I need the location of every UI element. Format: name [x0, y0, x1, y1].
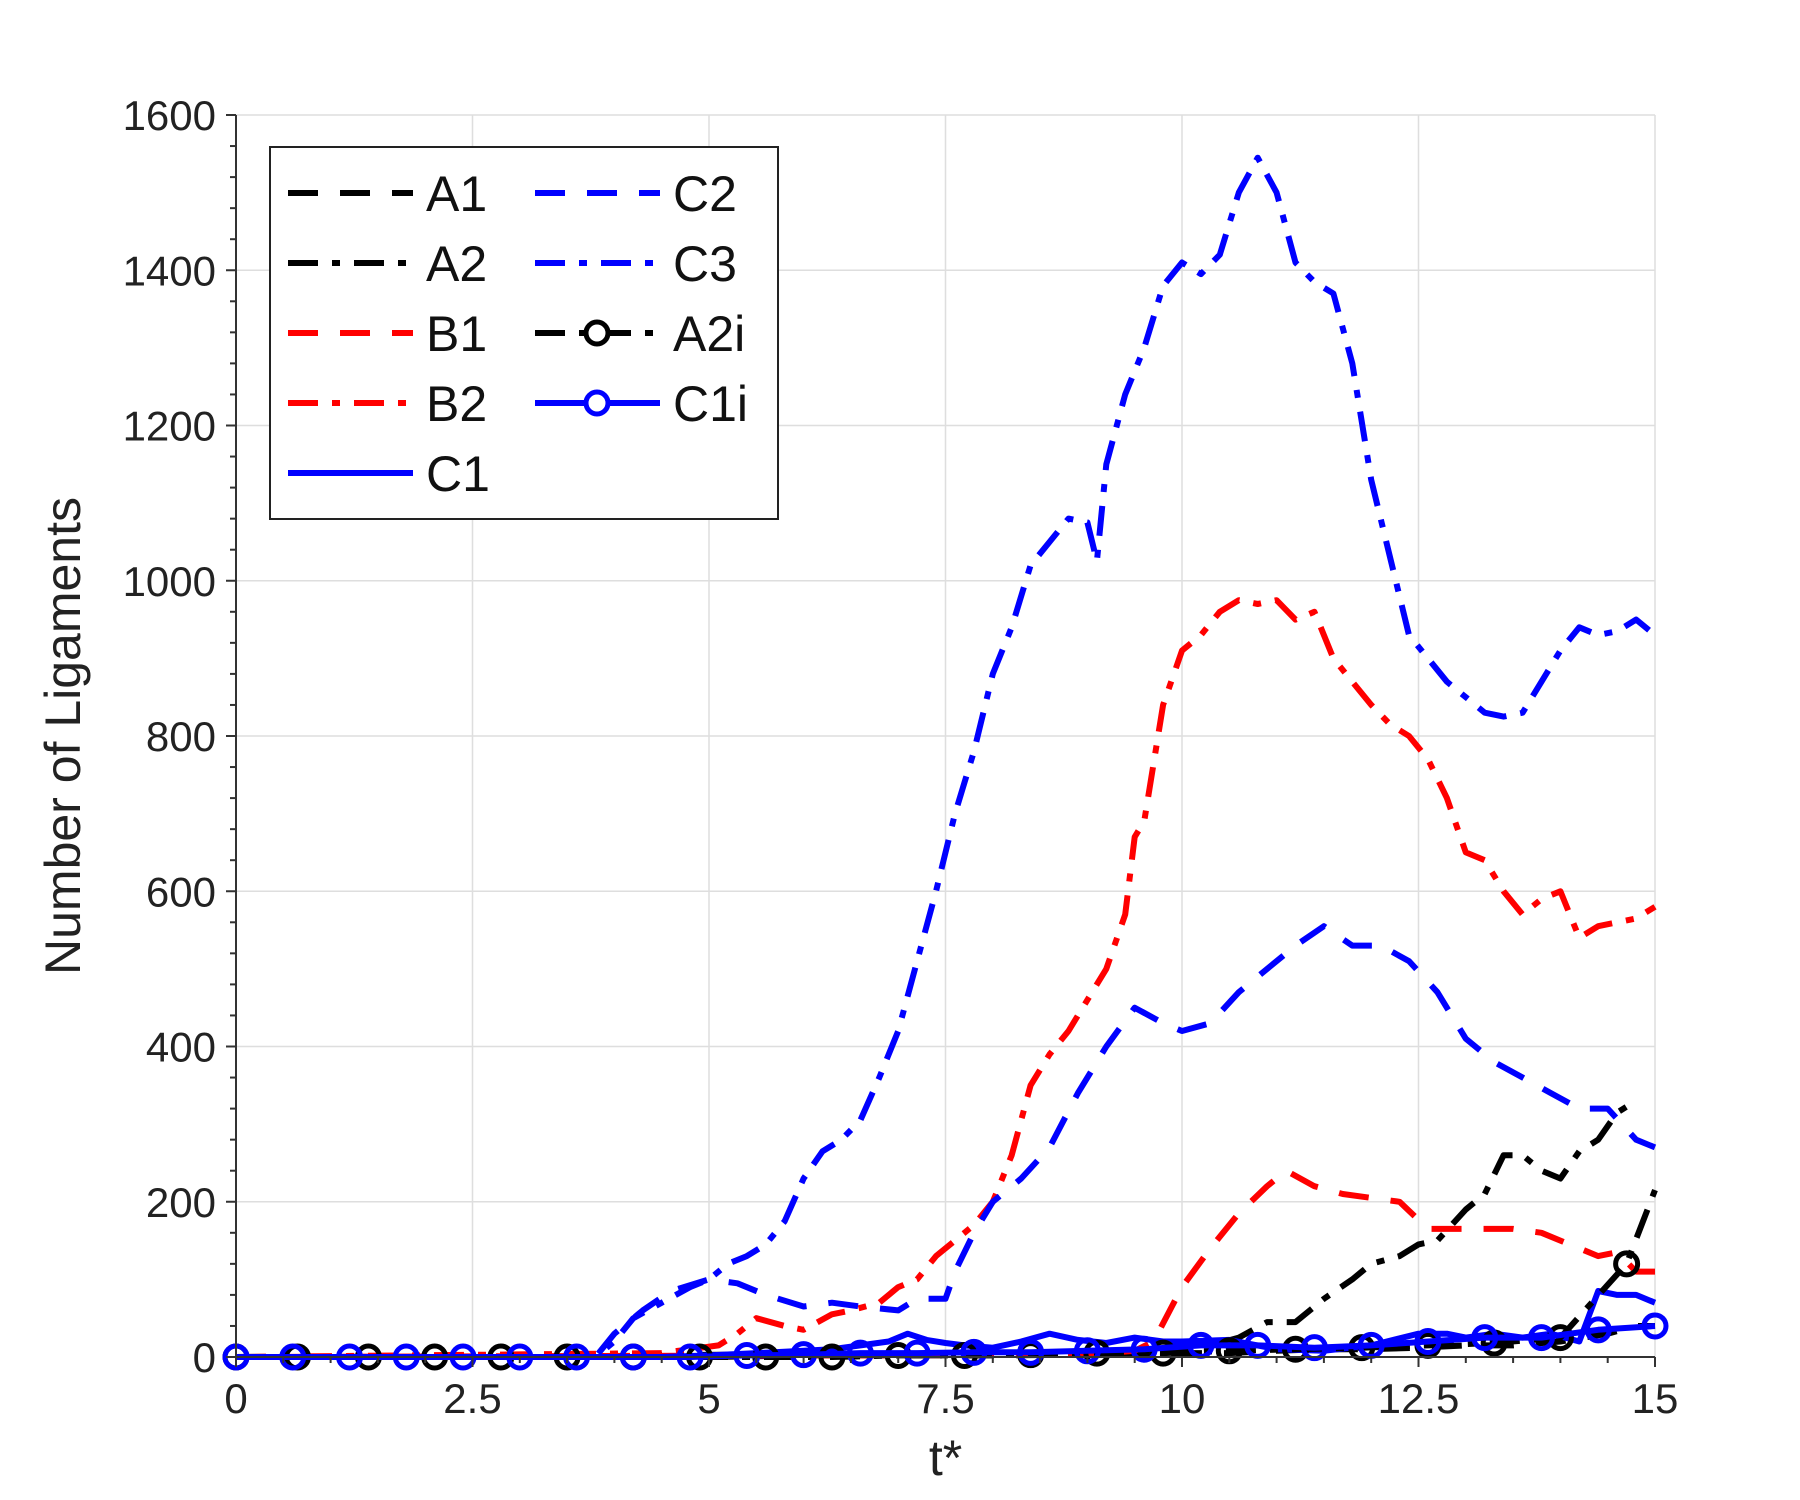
y-tick-label: 1400 [123, 247, 216, 294]
x-tick-label: 7.5 [916, 1375, 974, 1422]
y-tick-label: 400 [146, 1024, 216, 1071]
y-axis-title: Number of Ligaments [35, 497, 91, 975]
legend-item-c2: C2 [535, 166, 737, 222]
series-line-b2 [235, 597, 1657, 1360]
data-point-c1i [903, 1339, 931, 1367]
y-tick-label: 800 [146, 713, 216, 760]
data-point-a2i [1613, 1250, 1641, 1278]
legend-marker [583, 389, 611, 417]
legend-label: C2 [673, 166, 737, 222]
data-point-c1i [790, 1341, 818, 1369]
y-tick-label: 200 [146, 1179, 216, 1226]
x-tick-label: 2.5 [443, 1375, 501, 1422]
x-tick-label: 5 [697, 1375, 720, 1422]
legend-item-c3: C3 [535, 236, 737, 292]
data-point-c1i [1017, 1338, 1045, 1366]
legend-label: C3 [673, 236, 737, 292]
x-tick-label: 0 [224, 1375, 247, 1422]
y-tick-label: 600 [146, 868, 216, 915]
legend-item-c1i: C1i [535, 376, 748, 432]
data-point-c1i [1414, 1327, 1442, 1355]
legend-item-a1: A1 [288, 166, 487, 222]
legend-label: A2 [426, 236, 487, 292]
y-tick-label: 1200 [123, 403, 216, 450]
legend-label: C1i [673, 376, 748, 432]
series-line-c2 [236, 923, 1657, 1360]
data-point-c1i [960, 1338, 988, 1366]
x-tick-label: 12.5 [1378, 1375, 1460, 1422]
data-point-c1i [1641, 1312, 1669, 1340]
data-point-c1i [1584, 1316, 1612, 1344]
y-tick-label: 1000 [123, 558, 216, 605]
data-point-c1i [733, 1341, 761, 1369]
data-point-c1i [1130, 1335, 1158, 1363]
legend-item-b2: B2 [288, 376, 487, 432]
data-point-c1i [846, 1339, 874, 1367]
data-point-c1i [1300, 1334, 1328, 1362]
y-tick-label: 0 [193, 1334, 216, 1381]
legend-label: A1 [426, 166, 487, 222]
x-tick-label: 10 [1159, 1375, 1206, 1422]
legend-marker [583, 319, 611, 347]
axes: 0 2.5 5 7.5 10 12.5 15 0 200 400 600 800 1000 1200 140… [123, 92, 1679, 1422]
data-point-c1i [1471, 1324, 1499, 1352]
legend-label: B2 [426, 376, 487, 432]
legend-label: B1 [426, 306, 487, 362]
x-axis-title: t* [929, 1430, 962, 1486]
legend-label: A2i [673, 306, 745, 362]
series-b2 [235, 597, 1657, 1360]
legend-label: C1 [426, 446, 490, 502]
data-point-c1i [1527, 1324, 1555, 1352]
legend-item-a2: A2 [288, 236, 487, 292]
legend-item-b1: B1 [288, 306, 487, 362]
plot-series [222, 154, 1669, 1371]
x-tick-label: 15 [1632, 1375, 1679, 1422]
y-tick-label: 1600 [123, 92, 216, 139]
series-c2 [236, 923, 1657, 1360]
legend-item-c1: C1 [288, 446, 490, 502]
legend-item-a2i: A2i [535, 306, 745, 362]
legend: A1 A2 B1 B2 C1 C2 C3 A2i C1i [269, 146, 779, 520]
